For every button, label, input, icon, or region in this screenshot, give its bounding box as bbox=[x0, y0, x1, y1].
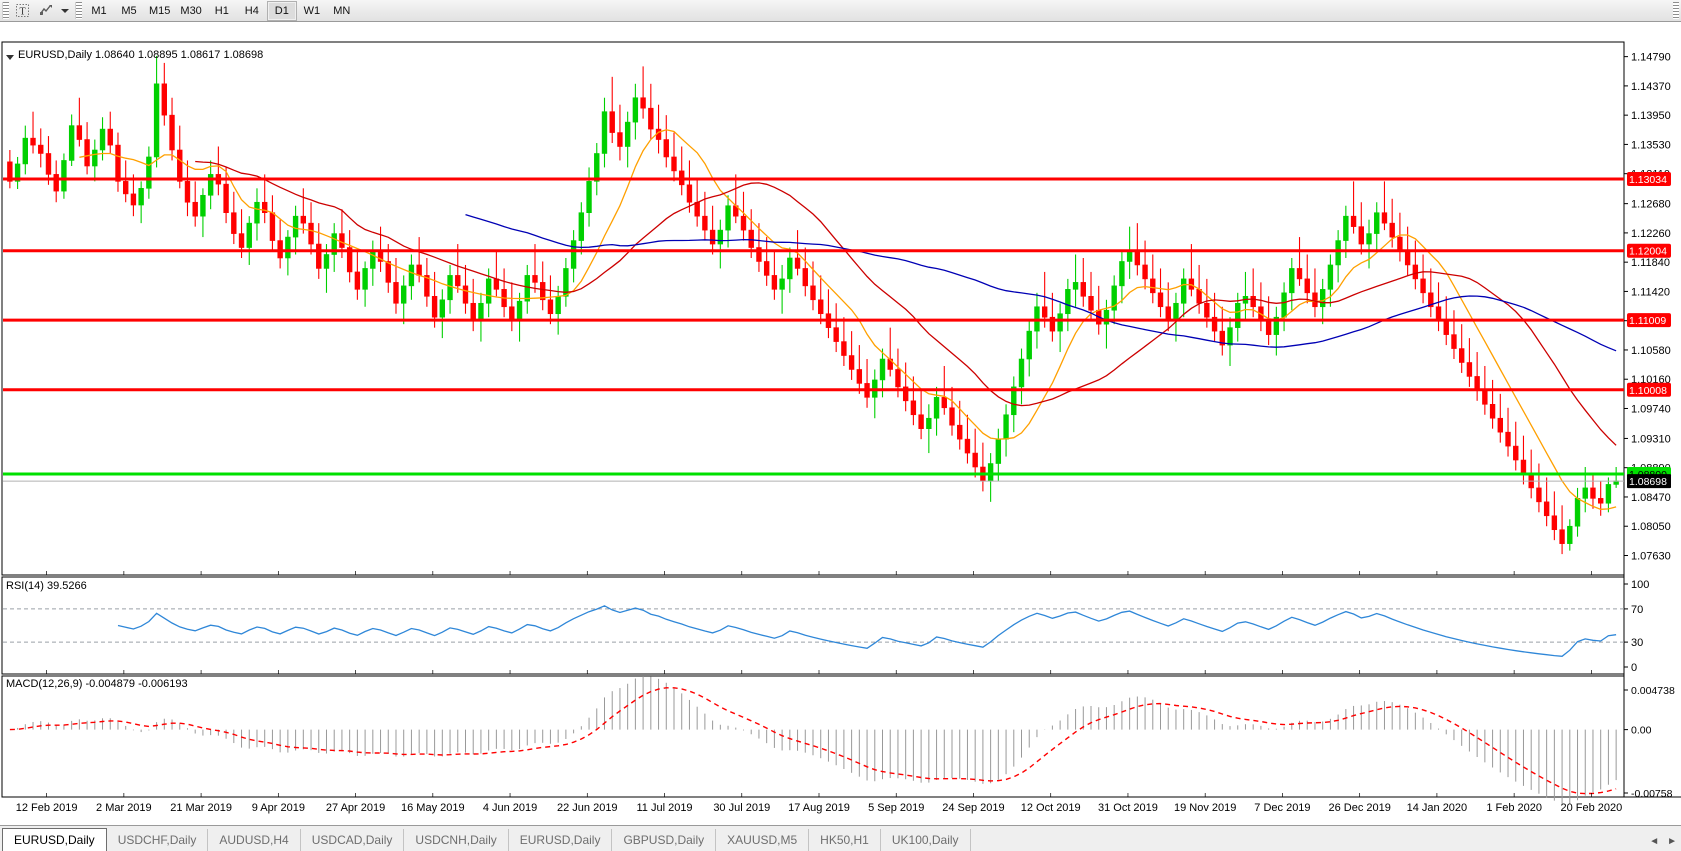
price-tick-label: 1.11420 bbox=[1631, 286, 1670, 298]
macd-signal-line bbox=[9, 687, 1617, 795]
time-axis-label: 16 May 2019 bbox=[401, 802, 465, 814]
time-axis-label: 11 Jul 2019 bbox=[636, 802, 692, 814]
chart-tab-hk50-h1[interactable]: HK50,H1 bbox=[809, 829, 881, 851]
chevron-down-icon[interactable] bbox=[61, 8, 69, 13]
price-level-badge-label: 1.12004 bbox=[1629, 246, 1667, 258]
timeframe-h4[interactable]: H4 bbox=[244, 4, 259, 17]
tab-scroll-right-icon[interactable]: ► bbox=[1667, 836, 1677, 847]
chart-tab-usdchf-daily[interactable]: USDCHF,Daily bbox=[107, 829, 209, 851]
price-level-badge bbox=[1627, 171, 1671, 186]
price-tick-label: 1.13950 bbox=[1631, 110, 1671, 122]
indicators-icon[interactable] bbox=[34, 1, 59, 21]
moving-average-line bbox=[465, 213, 1617, 352]
timeframe-w1[interactable]: W1 bbox=[303, 4, 321, 17]
tab-scroll-controls: ◄ ► bbox=[1649, 836, 1677, 847]
price-level-badge bbox=[1627, 313, 1671, 328]
price-tick-label: 1.14790 bbox=[1631, 52, 1671, 64]
price-tick-label: 1.12260 bbox=[1631, 228, 1671, 240]
timeframe-m15[interactable]: M15 bbox=[149, 4, 171, 17]
timeframe-grip[interactable] bbox=[75, 2, 82, 19]
chart-area[interactable]: 1.147901.143701.139501.135301.131101.126… bbox=[0, 22, 1681, 825]
timeframe-m1[interactable]: M1 bbox=[91, 4, 107, 17]
price-tick-label: 1.14370 bbox=[1631, 81, 1671, 93]
time-axis-label: 12 Feb 2019 bbox=[16, 802, 78, 814]
svg-text:T: T bbox=[19, 7, 25, 18]
toolbar-grip[interactable] bbox=[2, 2, 9, 19]
time-axis-label: 7 Dec 2019 bbox=[1254, 802, 1310, 814]
price-level-badge-label: 1.10008 bbox=[1629, 385, 1667, 397]
time-axis-label: 14 Jan 2020 bbox=[1407, 802, 1468, 814]
time-axis-label: 20 Feb 2020 bbox=[1560, 802, 1622, 814]
current-price-badge-label: 1.08698 bbox=[1629, 476, 1667, 488]
price-tick-label: 1.09740 bbox=[1631, 403, 1671, 415]
price-level-badge bbox=[1627, 243, 1671, 258]
time-axis: 12 Feb 2019 2 Mar 2019 21 Mar 2019 9 Apr 20… bbox=[16, 571, 1622, 814]
time-axis-label: 5 Sep 2019 bbox=[868, 802, 924, 814]
timeframe-d1[interactable]: D1 bbox=[266, 0, 297, 21]
chart-canvas[interactable]: 1.147901.143701.139501.135301.131101.126… bbox=[0, 22, 1681, 825]
rsi-tick-label: 30 bbox=[1631, 637, 1643, 649]
price-tick-label: 1.13530 bbox=[1631, 139, 1671, 151]
macd-tick-label: -0.00758 bbox=[1631, 788, 1673, 800]
chart-panel-1 bbox=[1, 576, 1625, 675]
chart-tab-xauusd-m5[interactable]: XAUUSD,M5 bbox=[716, 829, 810, 851]
macd-tick-label: 0.004738 bbox=[1631, 685, 1675, 697]
chart-tab-eurusd-daily-2[interactable]: EURUSD,Daily bbox=[509, 829, 613, 851]
price-tick-label: 1.08470 bbox=[1631, 492, 1671, 504]
time-axis-label: 1 Feb 2020 bbox=[1486, 802, 1542, 814]
price-tick-label: 1.11840 bbox=[1631, 257, 1670, 269]
time-axis-label: 19 Nov 2019 bbox=[1174, 802, 1236, 814]
time-axis-label: 22 Jun 2019 bbox=[557, 802, 618, 814]
chart-tab-bar: EURUSD,Daily USDCHF,Daily AUDUSD,H4 USDC… bbox=[0, 825, 1681, 851]
time-axis-label: 24 Sep 2019 bbox=[942, 802, 1004, 814]
price-level-badge-label: 1.13034 bbox=[1629, 174, 1667, 186]
time-axis-label: 12 Oct 2019 bbox=[1021, 802, 1081, 814]
chart-tab-usdcnh-daily[interactable]: USDCNH,Daily bbox=[404, 829, 509, 851]
chart-tab-eurusd-daily-active[interactable]: EURUSD,Daily bbox=[2, 828, 107, 851]
price-tick-label: 1.09310 bbox=[1631, 433, 1671, 445]
time-axis-label: 26 Dec 2019 bbox=[1328, 802, 1390, 814]
price-tick-label: 1.07630 bbox=[1631, 550, 1671, 562]
tab-scroll-left-icon[interactable]: ◄ bbox=[1649, 836, 1660, 847]
rsi-tick-label: 0 bbox=[1631, 662, 1637, 674]
rsi-tick-label: 100 bbox=[1631, 579, 1649, 591]
price-tick-label: 1.10580 bbox=[1631, 345, 1671, 357]
price-tick-label: 1.12680 bbox=[1631, 199, 1671, 211]
text-tool-icon[interactable]: T bbox=[11, 1, 34, 21]
current-price-badge bbox=[1627, 474, 1671, 489]
price-tick-label: 1.08050 bbox=[1631, 521, 1671, 533]
timeframe-mn[interactable]: MN bbox=[333, 4, 351, 17]
timeframe-m30[interactable]: M30 bbox=[180, 4, 202, 17]
collapse-triangle-icon[interactable] bbox=[6, 53, 15, 62]
moving-average-line bbox=[195, 160, 1617, 446]
chart-tab-uk100-daily[interactable]: UK100,Daily bbox=[881, 829, 971, 851]
rsi-line bbox=[117, 605, 1617, 657]
time-axis-label: 17 Aug 2019 bbox=[788, 802, 850, 814]
macd-histogram bbox=[17, 676, 1617, 804]
chart-tab-usdcad-daily[interactable]: USDCAD,Daily bbox=[301, 829, 405, 851]
price-level-badge-label: 1.11009 bbox=[1629, 315, 1666, 327]
time-axis-label: 4 Jun 2019 bbox=[483, 802, 537, 814]
toolbar-right-grip[interactable] bbox=[1673, 2, 1679, 19]
time-axis-label: 31 Oct 2019 bbox=[1098, 802, 1158, 814]
chart-tab-gbpusd-daily[interactable]: GBPUSD,Daily bbox=[612, 829, 717, 851]
time-axis-label: 21 Mar 2019 bbox=[170, 802, 232, 814]
time-axis-label: 27 Apr 2019 bbox=[326, 802, 385, 814]
moving-average-line bbox=[79, 129, 1617, 510]
macd-tick-label: 0.00 bbox=[1631, 725, 1652, 737]
price-level-badge bbox=[1627, 382, 1671, 397]
rsi-tick-label: 70 bbox=[1631, 604, 1643, 616]
time-axis-label: 2 Mar 2019 bbox=[96, 802, 152, 814]
main-toolbar: T M1 M5 M15 M30 H1 H4 D1 W1 MN bbox=[0, 0, 1681, 22]
time-axis-label: 9 Apr 2019 bbox=[252, 802, 305, 814]
chart-tab-audusd-h4[interactable]: AUDUSD,H4 bbox=[208, 829, 301, 851]
timeframe-h1[interactable]: H1 bbox=[214, 4, 229, 17]
time-axis-label: 30 Jul 2019 bbox=[713, 802, 770, 814]
timeframe-m5[interactable]: M5 bbox=[121, 4, 137, 17]
